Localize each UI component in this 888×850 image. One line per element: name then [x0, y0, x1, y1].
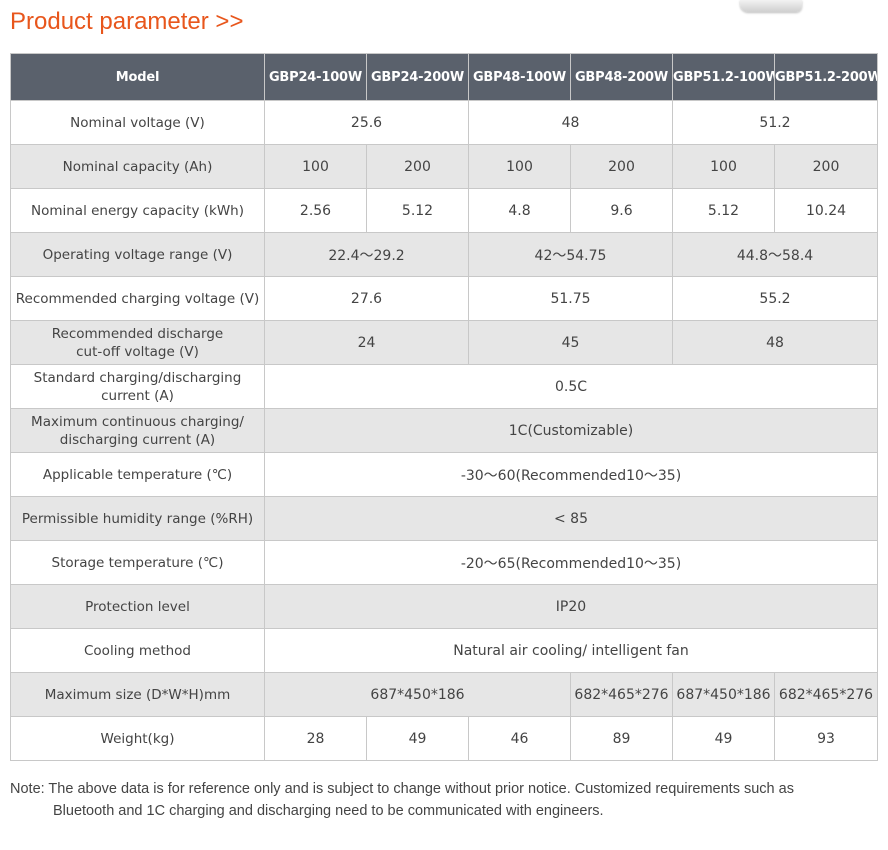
- header-model-6: GBP51.2-200W: [774, 53, 878, 101]
- header-model-1: GBP24-100W: [264, 53, 367, 101]
- table-cell: 44.8～58.4: [672, 232, 878, 277]
- table-cell: 100: [468, 144, 571, 189]
- table-row: Permissible humidity range (%RH) < 85: [10, 496, 878, 541]
- table-cell: 46: [468, 716, 571, 761]
- table-cell: 49: [672, 716, 775, 761]
- row-label-line: current (A): [101, 387, 174, 404]
- table-cell: 51.75: [468, 276, 673, 321]
- table-cell: 0.5C: [264, 364, 878, 409]
- table-cell: 93: [774, 716, 878, 761]
- table-cell: 10.24: [774, 188, 878, 233]
- row-label: Recommended discharge cut-off voltage (V…: [10, 320, 265, 365]
- row-label: Applicable temperature (℃): [10, 452, 265, 497]
- table-cell: 687*450*186: [672, 672, 775, 717]
- row-label: Maximum continuous charging/ discharging…: [10, 408, 265, 453]
- table-row: Cooling method Natural air cooling/ inte…: [10, 628, 878, 673]
- table-cell: 200: [366, 144, 469, 189]
- table-cell: 28: [264, 716, 367, 761]
- table-cell: 48: [672, 320, 878, 365]
- header-model: Model: [10, 53, 265, 101]
- table-cell: 51.2: [672, 100, 878, 145]
- header-model-4: GBP48-200W: [570, 53, 673, 101]
- table-cell: 5.12: [672, 188, 775, 233]
- table-cell: 55.2: [672, 276, 878, 321]
- page-title: Product parameter >>: [10, 8, 244, 35]
- table-cell: 200: [570, 144, 673, 189]
- footnote: Note: The above data is for reference on…: [10, 778, 870, 822]
- table-cell: 42～54.75: [468, 232, 673, 277]
- header-model-3: GBP48-100W: [468, 53, 571, 101]
- table-header-row: Model GBP24-100W GBP24-200W GBP48-100W G…: [10, 53, 878, 101]
- table-cell: 22.4～29.2: [264, 232, 469, 277]
- row-label-line: cut-off voltage (V): [76, 343, 199, 360]
- header-model-2: GBP24-200W: [366, 53, 469, 101]
- table-row: Nominal energy capacity (kWh) 2.56 5.12 …: [10, 188, 878, 233]
- table-row: Applicable temperature (℃) -30～60(Recomm…: [10, 452, 878, 497]
- row-label: Nominal capacity (Ah): [10, 144, 265, 189]
- row-label: Operating voltage range (V): [10, 232, 265, 277]
- table-row: Recommended charging voltage (V) 27.6 51…: [10, 276, 878, 321]
- table-row: Nominal capacity (Ah) 100 200 100 200 10…: [10, 144, 878, 189]
- table-cell: IP20: [264, 584, 878, 629]
- table-row: Standard charging/discharging current (A…: [10, 364, 878, 409]
- table-cell: 49: [366, 716, 469, 761]
- table-row: Nominal voltage (V) 25.6 48 51.2: [10, 100, 878, 145]
- footnote-line: Note: The above data is for reference on…: [10, 781, 794, 797]
- table-cell: 9.6: [570, 188, 673, 233]
- row-label: Cooling method: [10, 628, 265, 673]
- table-row: Weight(kg) 28 49 46 89 49 93: [10, 716, 878, 761]
- table-cell: 100: [264, 144, 367, 189]
- table-cell: 45: [468, 320, 673, 365]
- table-cell: 682*465*276: [570, 672, 673, 717]
- table-cell: 24: [264, 320, 469, 365]
- table-cell: 100: [672, 144, 775, 189]
- table-row: Recommended discharge cut-off voltage (V…: [10, 320, 878, 365]
- row-label: Permissible humidity range (%RH): [10, 496, 265, 541]
- table-cell: 27.6: [264, 276, 469, 321]
- table-row: Storage temperature (℃) -20～65(Recommend…: [10, 540, 878, 585]
- table-row: Maximum continuous charging/ discharging…: [10, 408, 878, 453]
- table-cell: 2.56: [264, 188, 367, 233]
- table-row: Operating voltage range (V) 22.4～29.2 42…: [10, 232, 878, 277]
- footnote-line: Bluetooth and 1C charging and dischargin…: [53, 803, 604, 819]
- table-cell: 89: [570, 716, 673, 761]
- header-model-5: GBP51.2-100W: [672, 53, 775, 101]
- row-label: Recommended charging voltage (V): [10, 276, 265, 321]
- table-cell: 48: [468, 100, 673, 145]
- row-label: Storage temperature (℃): [10, 540, 265, 585]
- parameter-table: Model GBP24-100W GBP24-200W GBP48-100W G…: [10, 53, 878, 761]
- table-cell: 682*465*276: [774, 672, 878, 717]
- row-label: Nominal energy capacity (kWh): [10, 188, 265, 233]
- table-cell: < 85: [264, 496, 878, 541]
- table-cell: 4.8: [468, 188, 571, 233]
- table-row: Maximum size (D*W*H)mm 687*450*186 682*4…: [10, 672, 878, 717]
- row-label: Maximum size (D*W*H)mm: [10, 672, 265, 717]
- table-cell: -30～60(Recommended10～35): [264, 452, 878, 497]
- row-label: Nominal voltage (V): [10, 100, 265, 145]
- table-cell: 5.12: [366, 188, 469, 233]
- row-label-line: Maximum continuous charging/: [31, 413, 244, 430]
- table-cell: Natural air cooling/ intelligent fan: [264, 628, 878, 673]
- row-label-line: Recommended discharge: [51, 325, 224, 342]
- table-cell: -20～65(Recommended10～35): [264, 540, 878, 585]
- product-image-fragment: [740, 0, 802, 12]
- row-label: Protection level: [10, 584, 265, 629]
- table-cell: 25.6: [264, 100, 469, 145]
- row-label-line: Standard charging/discharging: [33, 369, 242, 386]
- table-row: Protection level IP20: [10, 584, 878, 629]
- table-cell: 687*450*186: [264, 672, 571, 717]
- row-label: Weight(kg): [10, 716, 265, 761]
- row-label-line: discharging current (A): [59, 431, 216, 448]
- row-label: Standard charging/discharging current (A…: [10, 364, 265, 409]
- table-cell: 1C(Customizable): [264, 408, 878, 453]
- table-cell: 200: [774, 144, 878, 189]
